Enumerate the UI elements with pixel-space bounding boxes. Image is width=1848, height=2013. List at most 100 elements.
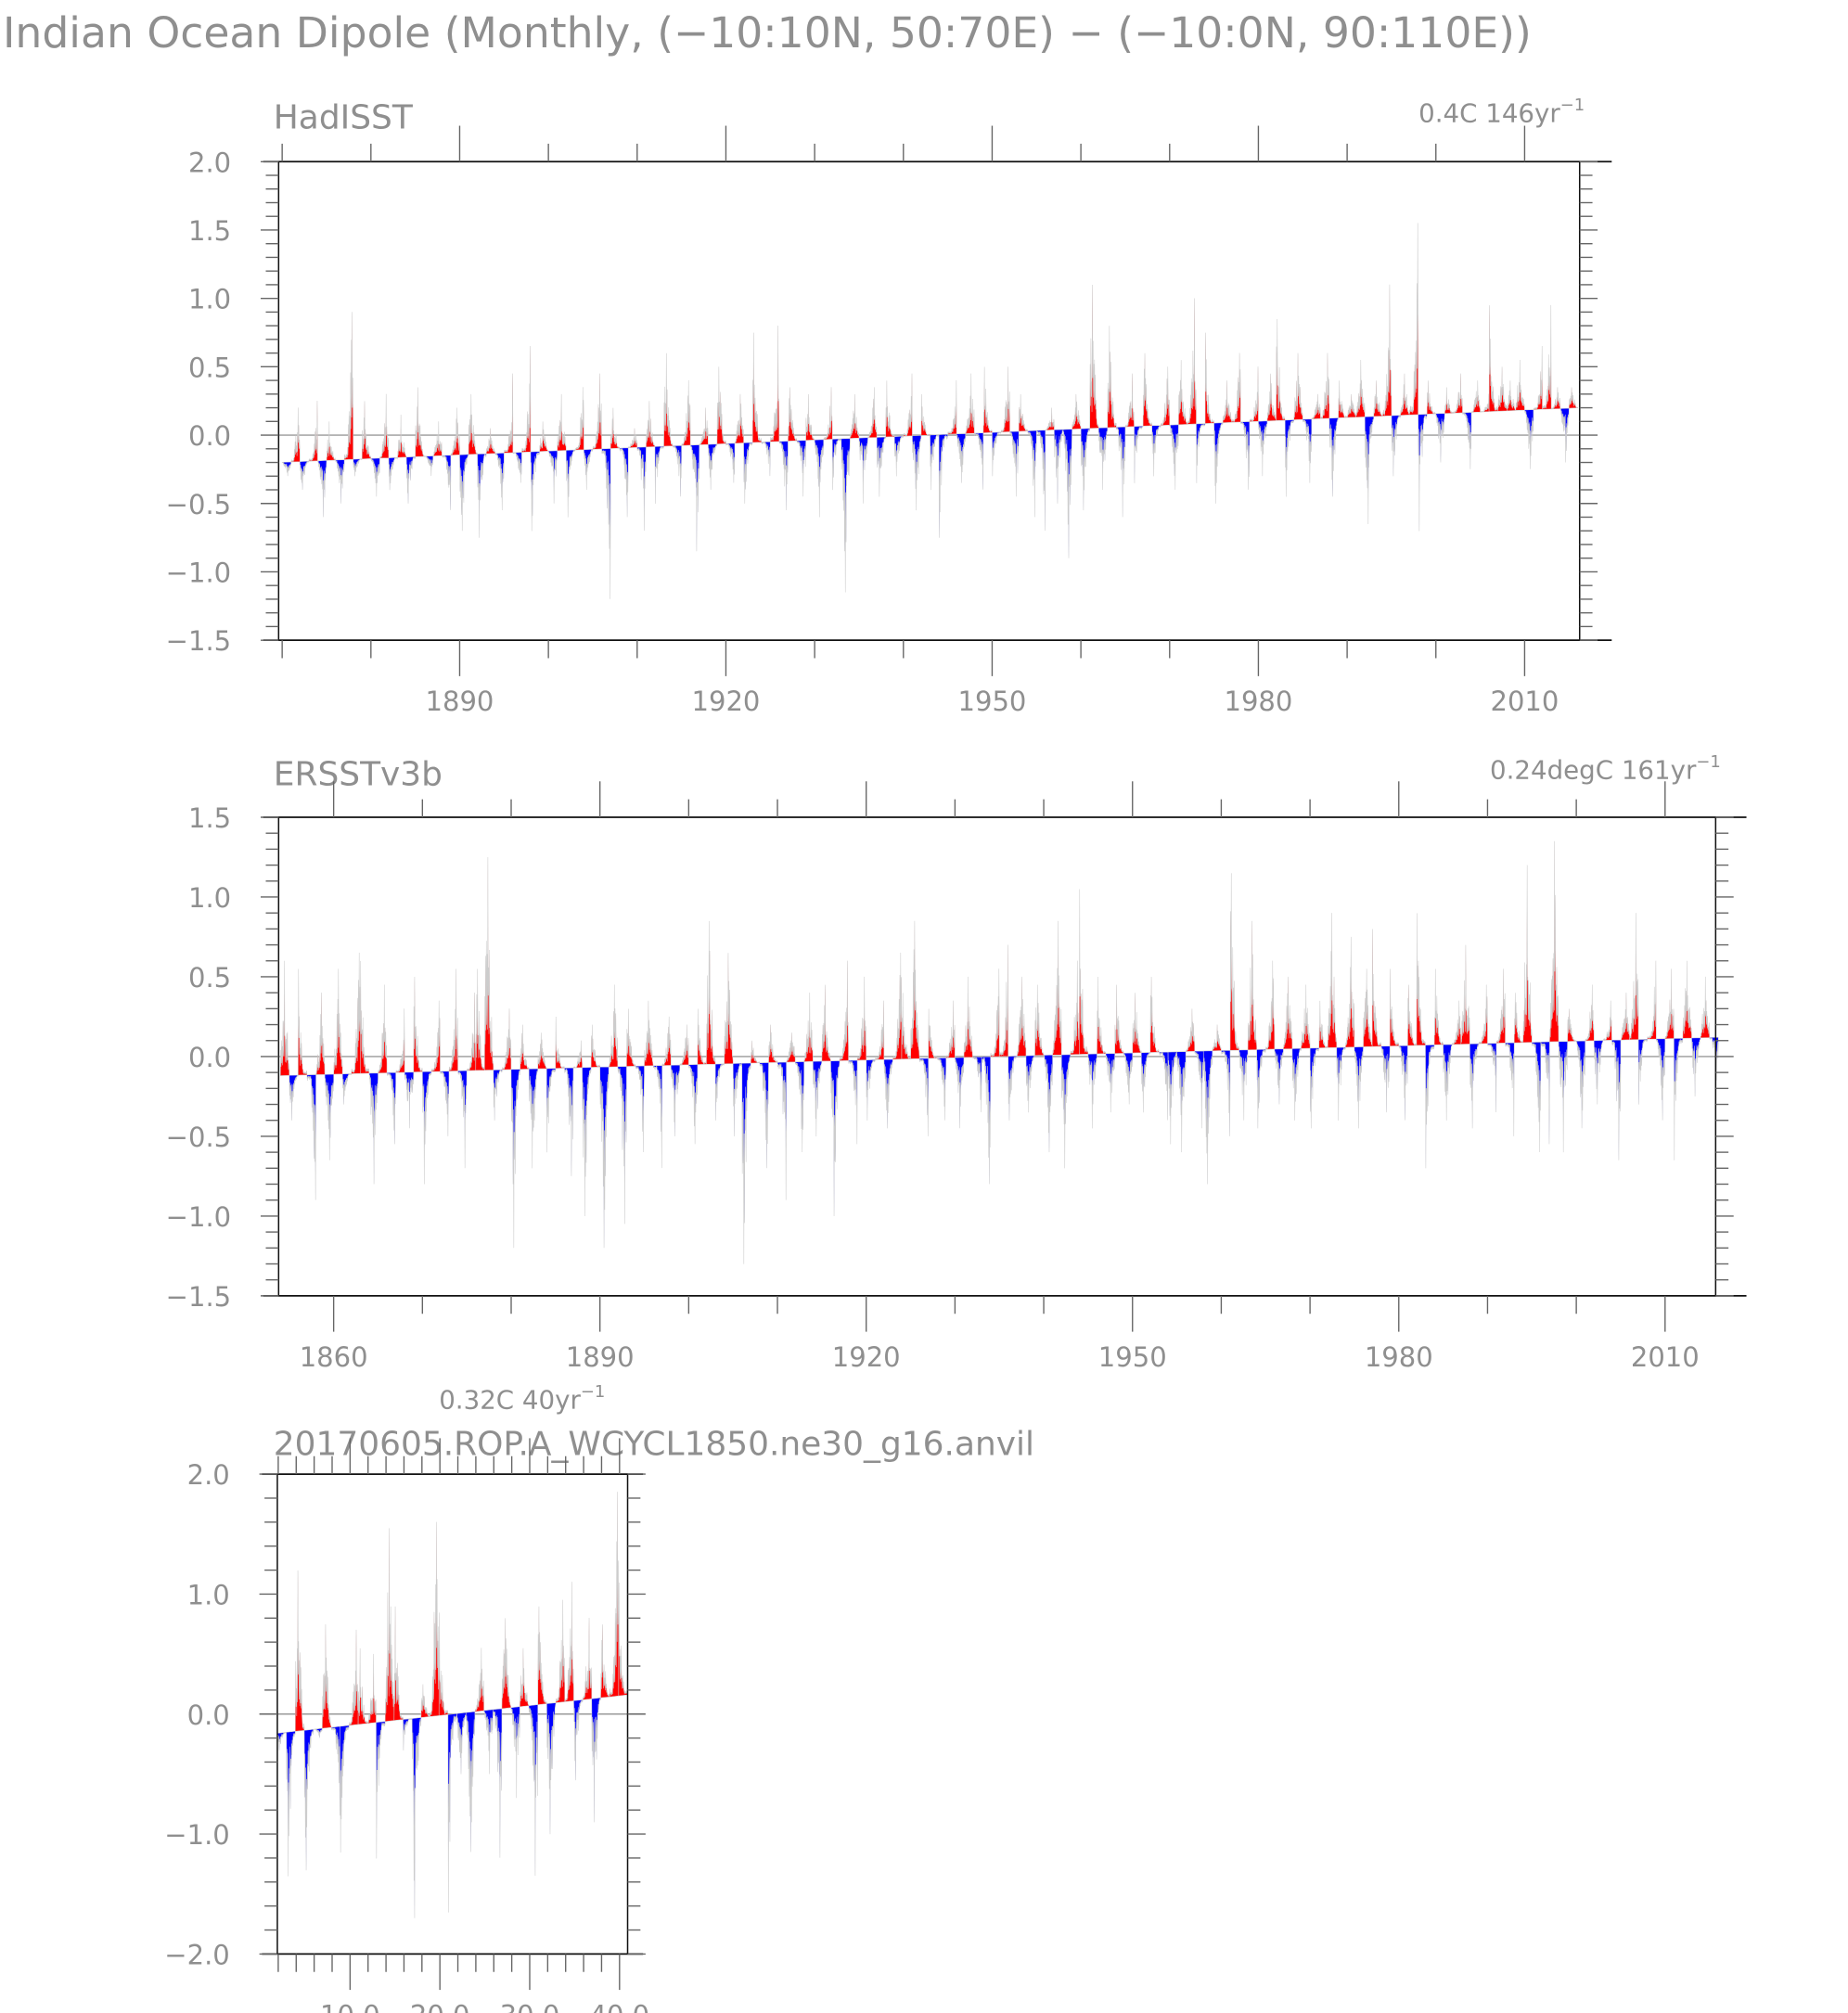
bar-1946 bbox=[956, 433, 967, 483]
bar-1963 bbox=[1247, 920, 1257, 1051]
x-tick-label: 40.0 bbox=[589, 1999, 649, 2013]
bar-1898 bbox=[670, 1064, 681, 1136]
bar-1924 bbox=[901, 993, 911, 1059]
bar-1893 bbox=[485, 428, 496, 455]
bar-1895 bbox=[644, 1000, 654, 1067]
bar-year-15 bbox=[393, 1606, 404, 1721]
bar-1888 bbox=[441, 455, 452, 510]
bar-2002 bbox=[1593, 1040, 1604, 1105]
bar-1915 bbox=[681, 379, 691, 446]
bar-1873 bbox=[308, 401, 318, 462]
bar-1903 bbox=[574, 387, 584, 451]
bar-1994 bbox=[1381, 284, 1392, 417]
panel-model-run: 20170605.ROP.A_WCYCL1850.ne30_g16.anvil … bbox=[164, 1382, 1034, 2013]
bar-1918 bbox=[708, 443, 718, 491]
bar-1961 bbox=[1089, 285, 1099, 430]
bar-2012 bbox=[1682, 960, 1692, 1039]
bar-2003 bbox=[1462, 412, 1472, 469]
trend-superscript: −1 bbox=[1560, 96, 1585, 115]
bar-1947 bbox=[965, 373, 975, 434]
bar-1881 bbox=[520, 1024, 530, 1070]
bar-1930 bbox=[955, 1057, 965, 1129]
trend-text: 0.24degC 161yr bbox=[1490, 755, 1697, 786]
bar-2015 bbox=[1709, 1036, 1719, 1081]
bar-2001 bbox=[1444, 387, 1455, 414]
bar-1964 bbox=[1115, 426, 1126, 518]
bar-1897 bbox=[521, 346, 532, 453]
bar-1892 bbox=[617, 1066, 627, 1224]
bar-1941 bbox=[912, 435, 922, 511]
bar-1902 bbox=[565, 449, 576, 518]
bar-1991 bbox=[1495, 968, 1506, 1044]
x-tick-label: 1920 bbox=[832, 1341, 901, 1373]
bar-1980 bbox=[1398, 1045, 1408, 1121]
bar-1976 bbox=[1363, 968, 1373, 1047]
bar-1926 bbox=[918, 1058, 929, 1136]
bar-1997 bbox=[1408, 223, 1418, 416]
bar-1905 bbox=[732, 1062, 743, 1136]
bar-2014 bbox=[1700, 976, 1710, 1039]
bar-1879 bbox=[361, 401, 372, 460]
bar-1954 bbox=[1167, 1051, 1177, 1145]
bar-2007 bbox=[1497, 366, 1508, 412]
bar-year-6 bbox=[313, 1727, 323, 1738]
bar-1960 bbox=[1080, 428, 1090, 511]
bar-1981 bbox=[1266, 373, 1277, 422]
bar-1919 bbox=[856, 976, 867, 1061]
bar-1955 bbox=[1176, 1051, 1187, 1153]
bar-1934 bbox=[850, 393, 860, 439]
bar-1993 bbox=[1373, 380, 1383, 417]
data-marks bbox=[281, 223, 1579, 599]
y-tick-label: −2.0 bbox=[164, 1939, 230, 1970]
bar-year-23 bbox=[465, 1711, 476, 1853]
y-tick-label: −0.5 bbox=[166, 1122, 232, 1153]
bar-1901 bbox=[697, 1008, 707, 1065]
bar-1957 bbox=[1054, 429, 1064, 504]
bar-1969 bbox=[1160, 366, 1170, 426]
bar-1894 bbox=[494, 453, 505, 511]
bar-2002 bbox=[1453, 373, 1463, 414]
bar-1917 bbox=[839, 960, 849, 1061]
bar-1883 bbox=[397, 414, 407, 458]
bar-1972 bbox=[1187, 298, 1197, 425]
bar-1985 bbox=[1443, 1044, 1453, 1121]
bar-2006 bbox=[1488, 305, 1499, 412]
bar-1989 bbox=[1338, 380, 1348, 418]
bar-1986 bbox=[1311, 393, 1321, 420]
bar-1912 bbox=[654, 445, 664, 504]
bar-1976 bbox=[1222, 380, 1233, 424]
bar-year-4 bbox=[295, 1570, 305, 1732]
bar-1908 bbox=[619, 447, 629, 518]
bar-1984 bbox=[1433, 968, 1444, 1045]
y-tick-label: −1.0 bbox=[164, 1819, 230, 1851]
bar-1974 bbox=[1204, 332, 1214, 424]
bar-1971 bbox=[1178, 360, 1188, 426]
bar-1970 bbox=[1169, 424, 1179, 490]
bar-1944 bbox=[1079, 889, 1089, 1055]
bar-1965 bbox=[1124, 373, 1135, 428]
bar-1951 bbox=[1141, 1052, 1151, 1113]
bar-1888 bbox=[582, 1067, 592, 1216]
bar-1948 bbox=[974, 432, 984, 490]
bar-2000 bbox=[1435, 413, 1445, 463]
bar-1953 bbox=[1018, 394, 1029, 432]
bar-1941 bbox=[1052, 920, 1062, 1056]
bar-1968 bbox=[1291, 1047, 1302, 1121]
bar-1970 bbox=[1309, 1047, 1320, 1129]
y-tick-label: −1.0 bbox=[166, 558, 232, 589]
bar-1904 bbox=[724, 953, 734, 1065]
bar-2008 bbox=[1647, 960, 1657, 1040]
bar-1899 bbox=[679, 1024, 689, 1066]
bar-2005 bbox=[1620, 993, 1630, 1041]
bar-1971 bbox=[1318, 1000, 1328, 1048]
bar-1988 bbox=[1469, 1043, 1480, 1129]
bar-1998 bbox=[1418, 414, 1428, 532]
bar-1859 bbox=[324, 1073, 334, 1160]
bar-1908 bbox=[759, 1062, 769, 1169]
bar-year-28 bbox=[510, 1706, 520, 1799]
bar-1933 bbox=[841, 438, 851, 593]
bar-2005 bbox=[1480, 393, 1490, 413]
bar-1987 bbox=[1320, 353, 1330, 419]
x-tick-label: 1890 bbox=[566, 1341, 635, 1373]
y-tick-label: 0.0 bbox=[187, 1699, 230, 1731]
